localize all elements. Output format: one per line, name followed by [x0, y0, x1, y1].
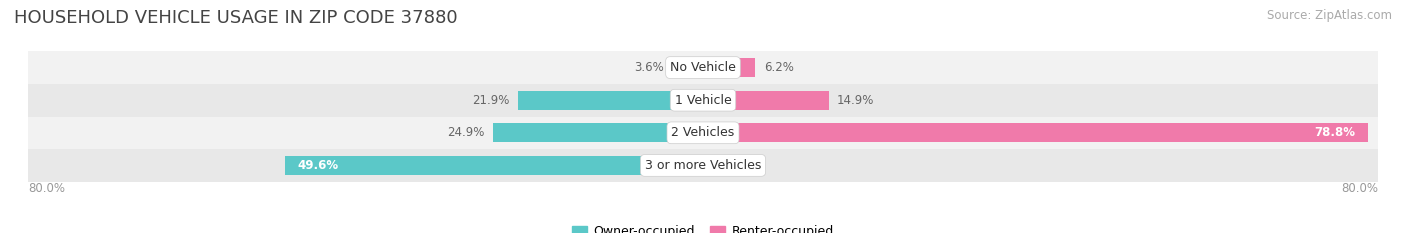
- Bar: [28, 149, 1378, 182]
- Text: 49.6%: 49.6%: [297, 159, 339, 172]
- Text: HOUSEHOLD VEHICLE USAGE IN ZIP CODE 37880: HOUSEHOLD VEHICLE USAGE IN ZIP CODE 3788…: [14, 9, 458, 27]
- Bar: [519, 91, 703, 110]
- Text: 3.6%: 3.6%: [634, 61, 664, 74]
- Legend: Owner-occupied, Renter-occupied: Owner-occupied, Renter-occupied: [568, 220, 838, 233]
- Text: 24.9%: 24.9%: [447, 126, 485, 139]
- Bar: [703, 91, 828, 110]
- Text: 0.0%: 0.0%: [711, 159, 741, 172]
- Bar: [494, 123, 703, 142]
- Bar: [703, 58, 755, 77]
- Text: 78.8%: 78.8%: [1315, 126, 1355, 139]
- Text: 80.0%: 80.0%: [1341, 182, 1378, 195]
- Text: 14.9%: 14.9%: [837, 94, 875, 107]
- Text: 1 Vehicle: 1 Vehicle: [675, 94, 731, 107]
- Bar: [28, 116, 1378, 149]
- Text: 80.0%: 80.0%: [28, 182, 65, 195]
- Text: 21.9%: 21.9%: [472, 94, 510, 107]
- Bar: [284, 156, 703, 175]
- Bar: [28, 84, 1378, 116]
- Bar: [28, 51, 1378, 84]
- Text: 3 or more Vehicles: 3 or more Vehicles: [645, 159, 761, 172]
- Bar: [703, 123, 1368, 142]
- Text: 2 Vehicles: 2 Vehicles: [672, 126, 734, 139]
- Bar: [672, 58, 703, 77]
- Text: No Vehicle: No Vehicle: [671, 61, 735, 74]
- Text: Source: ZipAtlas.com: Source: ZipAtlas.com: [1267, 9, 1392, 22]
- Text: 6.2%: 6.2%: [763, 61, 793, 74]
